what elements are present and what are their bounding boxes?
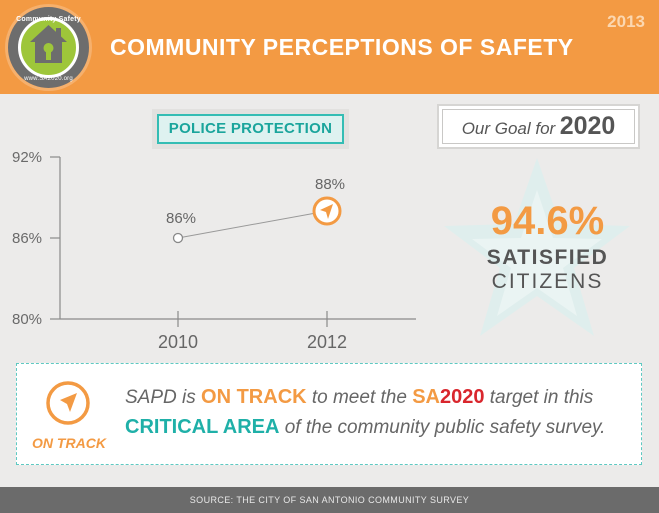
chart-axes bbox=[59, 157, 416, 320]
goal-year: 2020 bbox=[559, 112, 616, 140]
chart-series bbox=[172, 196, 342, 244]
report-year: 2013 bbox=[607, 12, 645, 31]
status-text-3: target in this bbox=[484, 387, 594, 408]
goal-label-satisfied: SATISFIED bbox=[486, 246, 609, 269]
goal-inner: Our Goal for 2020 bbox=[442, 109, 635, 144]
status-on-track: ON TRACK bbox=[201, 386, 307, 408]
on-track-icon bbox=[46, 381, 90, 425]
on-track-arrow bbox=[320, 204, 333, 219]
community-safety-badge: Community Safety www.SA2020.org bbox=[5, 4, 92, 91]
data-point bbox=[172, 232, 184, 244]
goal-prefix: Our Goal for bbox=[461, 119, 556, 138]
source-footer: SOURCE: THE CITY OF SAN ANTONIO COMMUNIT… bbox=[0, 487, 659, 513]
series-line bbox=[177, 210, 328, 239]
status-line-1: SAPD is ON TRACK to meet the SA2020 targ… bbox=[125, 386, 593, 409]
police-protection-chart: 92% 86% 80% 2010 2012 86% 88% bbox=[12, 149, 416, 352]
header-banner: Community Safety www.SA2020.org COMMUNIT… bbox=[0, 0, 659, 94]
y-tick-label: 80% bbox=[12, 311, 42, 328]
on-track-label: ON TRACK bbox=[32, 435, 106, 451]
house-lock-icon bbox=[30, 25, 67, 63]
status-critical-area: CRITICAL AREA bbox=[125, 416, 280, 438]
status-line-2: CRITICAL AREA of the community public sa… bbox=[125, 416, 605, 439]
badge-top-text: Community Safety bbox=[16, 16, 81, 23]
status-text-4: of the community public safety survey. bbox=[279, 417, 606, 438]
chart-label: POLICE PROTECTION bbox=[157, 114, 344, 144]
status-text-2: to meet the bbox=[306, 387, 413, 408]
y-tick-label: 92% bbox=[12, 149, 42, 166]
badge-bottom-text: www.SA2020.org bbox=[24, 76, 73, 82]
status-box: ON TRACK SAPD is ON TRACK to meet the SA… bbox=[16, 363, 642, 465]
goal-box: Our Goal for 2020 bbox=[437, 104, 640, 149]
chart-ticks: 92% 86% 80% 2010 2012 bbox=[12, 149, 347, 352]
goal-value: 94.6% bbox=[490, 199, 605, 243]
chart-label-box: POLICE PROTECTION bbox=[152, 109, 349, 149]
page-title: COMMUNITY PERCEPTIONS OF SAFETY bbox=[110, 34, 574, 60]
status-text-1: SAPD is bbox=[125, 387, 202, 408]
status-2020: 2020 bbox=[440, 386, 485, 408]
data-label: 88% bbox=[315, 176, 345, 193]
star-burst-icon bbox=[444, 158, 630, 336]
y-tick-label: 86% bbox=[12, 230, 42, 247]
x-tick-label: 2010 bbox=[158, 332, 198, 352]
data-label: 86% bbox=[166, 210, 196, 227]
goal-label-citizens: CITIZENS bbox=[491, 270, 604, 293]
x-tick-label: 2012 bbox=[307, 332, 347, 352]
chart-data-labels: 86% 88% bbox=[166, 176, 345, 227]
status-sa: SA bbox=[412, 386, 440, 408]
